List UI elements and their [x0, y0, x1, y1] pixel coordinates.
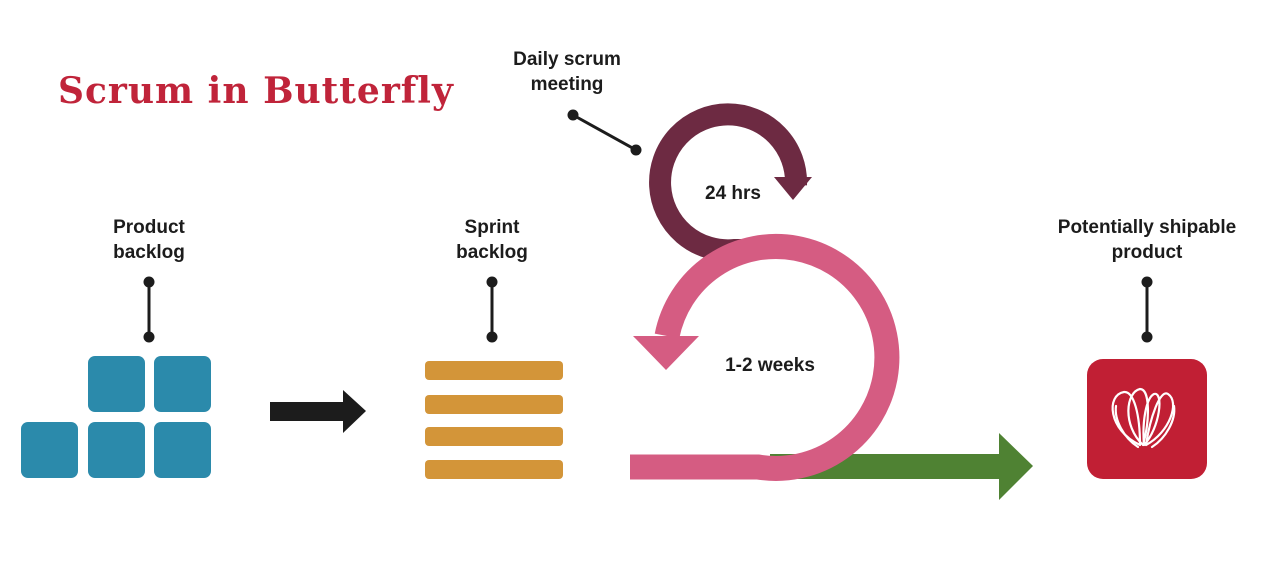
diagram-title: Scrum in Butterfly — [58, 70, 454, 112]
shippable-product-connector — [1141, 276, 1153, 343]
backlog-block — [88, 422, 145, 478]
backlog-block — [88, 356, 145, 412]
backlog-block — [154, 422, 211, 478]
sprint-backlog-bar — [425, 460, 563, 479]
product-backlog-blocks — [21, 356, 211, 478]
sprint-backlog-bars — [425, 361, 563, 479]
daily-scrum-loop — [649, 103, 812, 262]
backlog-block — [154, 356, 211, 412]
sprint-backlog-bar — [425, 395, 563, 414]
backlog-block — [21, 422, 78, 478]
flow-arrow — [270, 390, 366, 433]
product-backlog-label: Product backlog — [113, 217, 185, 263]
sprint-backlog-bar — [425, 361, 563, 380]
daily-scrum-label: Daily scrum meeting — [513, 49, 621, 95]
daily-cycle-label: 24 hrs — [705, 183, 761, 204]
butterfly-logo-icon — [1111, 387, 1176, 449]
sprint-backlog-connector — [486, 276, 498, 343]
product-backlog-connector — [143, 276, 155, 343]
sprint-cycle-label: 1-2 weeks — [725, 355, 815, 376]
sprint-backlog-bar — [425, 427, 563, 446]
sprint-backlog-label: Sprint backlog — [456, 217, 528, 263]
shippable-product-tile — [1087, 359, 1207, 479]
daily-scrum-connector — [567, 109, 642, 156]
shippable-product-label: Potentially shipable product — [1057, 217, 1237, 263]
sprint-loop — [630, 233, 900, 481]
